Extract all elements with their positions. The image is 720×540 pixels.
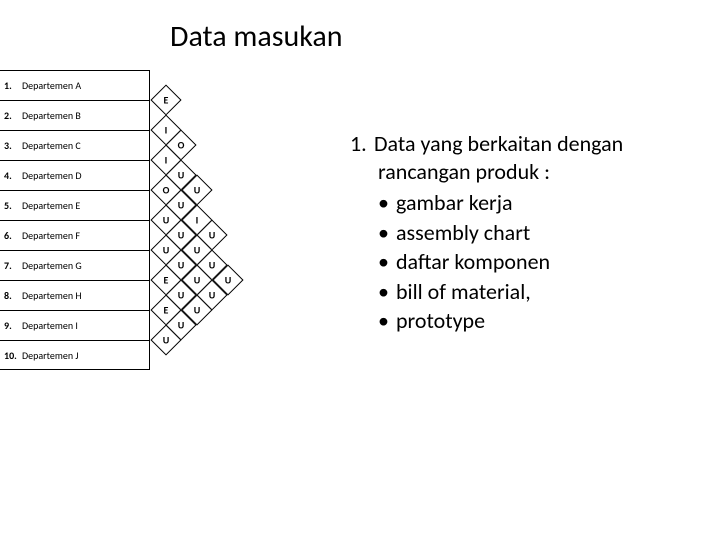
department-label: Departemen F (22, 229, 80, 242)
relationship-code: U (193, 274, 200, 287)
bullet-item: daftar komponen (378, 248, 690, 276)
relationship-code: U (193, 304, 200, 317)
relationship-code: O (162, 184, 169, 197)
relationship-code: U (209, 289, 216, 302)
relationship-code: I (164, 124, 167, 137)
row-number: 8. (4, 289, 18, 302)
department-label: Departemen B (22, 109, 81, 122)
relationship-code: U (178, 169, 185, 182)
department-row: 5. Departemen E (0, 190, 150, 220)
relationship-code: U (224, 274, 231, 287)
relationship-code: U (193, 184, 200, 197)
bullet-item: prototype (378, 307, 690, 335)
department-row: 1. Departemen A (0, 70, 150, 100)
relationship-code: U (178, 289, 185, 302)
department-row: 3. Departemen C (0, 130, 150, 160)
row-number: 5. (4, 199, 18, 212)
relationship-code: E (163, 94, 168, 107)
heading-number: 1. (350, 130, 374, 158)
relationship-code: I (164, 154, 167, 167)
relationship-code: U (209, 259, 216, 272)
relationship-chart: 1. Departemen A 2. Departemen B 3. Departemen… (0, 70, 340, 430)
relationship-code: U (178, 319, 185, 332)
bullet-item: bill of material, (378, 278, 690, 306)
row-number: 3. (4, 139, 18, 152)
department-row: 2. Departemen B (0, 100, 150, 130)
department-list: 1. Departemen A 2. Departemen B 3. Departemen… (0, 70, 150, 370)
department-label: Departemen I (22, 319, 78, 332)
department-label: Departemen D (22, 169, 82, 182)
row-number: 6. (4, 229, 18, 242)
relationship-cell: E (150, 84, 181, 115)
department-label: Departemen G (22, 259, 82, 272)
relationship-code: E (163, 274, 168, 287)
relationship-code: U (178, 199, 185, 212)
department-row: 6. Departemen F (0, 220, 150, 250)
row-number: 9. (4, 319, 18, 332)
relationship-matrix: EIOIUUOUIUUUUUUUUUUEUUEUU (150, 70, 350, 400)
department-label: Departemen C (22, 139, 81, 152)
relationship-code: U (162, 244, 169, 257)
department-label: Departemen A (22, 79, 81, 92)
department-label: Departemen E (22, 199, 80, 212)
relationship-code: U (162, 334, 169, 347)
text-heading: 1.Data yang berkaitan dengan rancangan p… (350, 130, 690, 185)
relationship-code: U (209, 229, 216, 242)
department-row: 10. Departemen J (0, 340, 150, 370)
bullet-item: gambar kerja (378, 189, 690, 217)
department-row: 4. Departemen D (0, 160, 150, 190)
department-row: 9. Departemen I (0, 310, 150, 340)
row-number: 2. (4, 109, 18, 122)
department-label: Departemen H (22, 289, 82, 302)
bullet-item: assembly chart (378, 219, 690, 247)
relationship-code: O (178, 139, 185, 152)
department-row: 8. Departemen H (0, 280, 150, 310)
department-row: 7. Departemen G (0, 250, 150, 280)
heading-text: Data yang berkaitan dengan rancangan pro… (374, 130, 623, 185)
relationship-code: I (195, 214, 198, 227)
row-number: 4. (4, 169, 18, 182)
page-title: Data masukan (170, 18, 342, 55)
relationship-code: E (163, 304, 168, 317)
row-number: 10. (4, 349, 18, 362)
relationship-code: U (193, 244, 200, 257)
relationship-code: U (162, 214, 169, 227)
text-column: 1.Data yang berkaitan dengan rancangan p… (350, 130, 690, 337)
relationship-code: U (178, 229, 185, 242)
bullet-list: gambar kerjaassembly chartdaftar kompone… (350, 189, 690, 335)
row-number: 1. (4, 79, 18, 92)
row-number: 7. (4, 259, 18, 272)
relationship-code: U (178, 259, 185, 272)
department-label: Departemen J (22, 349, 79, 362)
